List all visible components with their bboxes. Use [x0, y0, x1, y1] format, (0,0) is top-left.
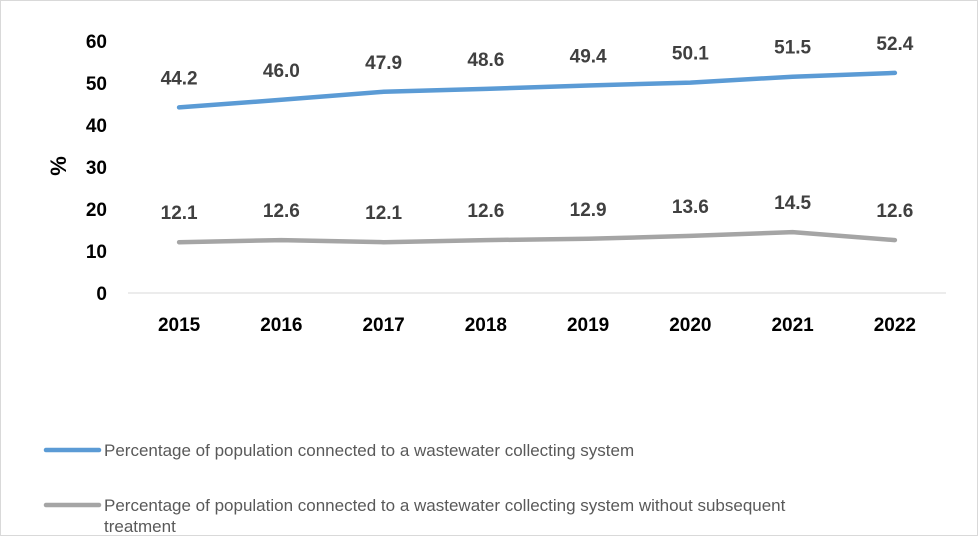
data-label: 13.6: [672, 197, 709, 218]
data-label: 52.4: [876, 34, 913, 55]
y-tick-label: 30: [86, 158, 107, 179]
data-label: 12.6: [467, 201, 504, 222]
data-label: 51.5: [774, 38, 811, 59]
x-tick-label: 2020: [669, 315, 711, 336]
y-tick-label: 40: [86, 116, 107, 137]
y-tick-label: 20: [86, 200, 107, 221]
data-label: 44.2: [161, 68, 198, 89]
x-tick-label: 2018: [465, 315, 507, 336]
data-label: 12.6: [876, 201, 913, 222]
legend-label-1: Percentage of population connected to a …: [104, 441, 634, 460]
data-label: 48.6: [467, 50, 504, 71]
series-line-2: [176, 229, 898, 245]
data-label: 12.9: [570, 200, 607, 221]
x-tick-label: 2019: [567, 315, 609, 336]
x-tick-label: 2016: [260, 315, 302, 336]
data-label: 49.4: [570, 47, 607, 68]
data-label: 12.1: [161, 203, 198, 224]
data-label: 46.0: [263, 61, 300, 82]
y-axis-label: %: [46, 156, 71, 176]
x-tick-label: 2015: [158, 315, 201, 336]
x-tick-label: 2017: [362, 315, 404, 336]
y-tick-label: 60: [86, 32, 107, 53]
y-tick-label: 10: [86, 242, 107, 263]
legend-label-2: Percentage of population connected to a …: [104, 496, 786, 536]
y-tick-label: 50: [86, 74, 107, 95]
data-label: 47.9: [365, 53, 402, 74]
y-tick-label: 0: [96, 284, 107, 305]
x-tick-label: 2021: [771, 315, 814, 336]
series-line-1: [176, 70, 898, 110]
x-tick-label: 2022: [874, 315, 916, 336]
data-label: 12.6: [263, 201, 300, 222]
data-label: 12.1: [365, 203, 402, 224]
data-label: 14.5: [774, 193, 811, 214]
data-label: 50.1: [672, 44, 709, 65]
